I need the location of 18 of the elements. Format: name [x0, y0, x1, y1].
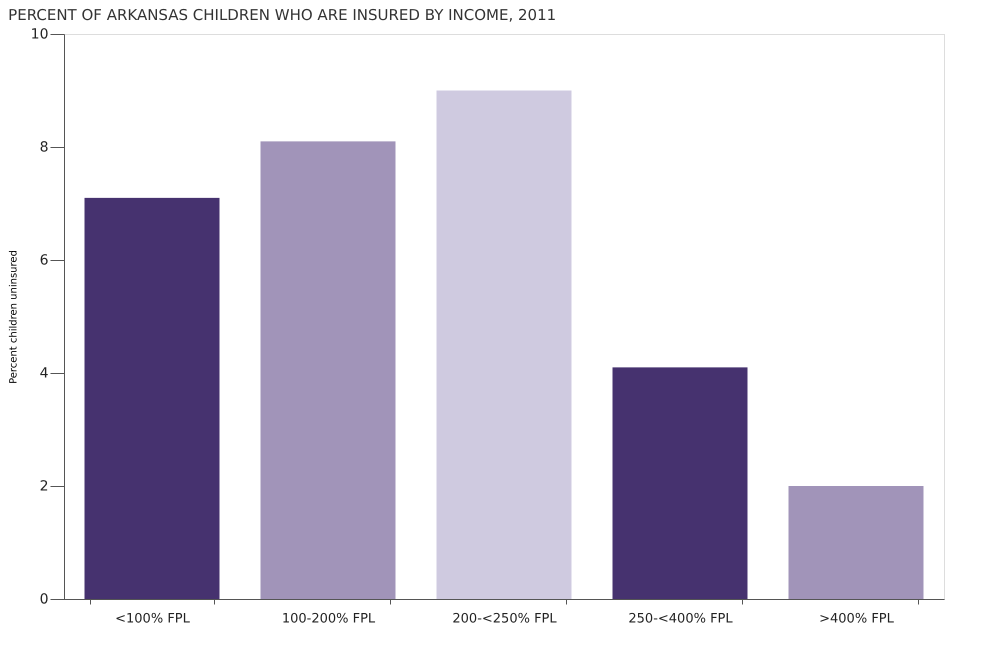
y-tick-label: 8 — [40, 140, 48, 156]
y-tick-label: 4 — [40, 366, 49, 382]
bar — [84, 198, 220, 599]
bar — [260, 141, 396, 599]
y-tick-label: 0 — [40, 592, 48, 608]
chart-title: PERCENT OF ARKANSAS CHILDREN WHO ARE INSURED BY INCOME, 2011 — [8, 6, 556, 24]
y-tick-label: 6 — [40, 252, 49, 268]
y-tick-label: 2 — [40, 478, 48, 494]
bar — [612, 367, 748, 599]
bar — [436, 90, 572, 599]
y-axis-title: Percent children uninsured — [8, 250, 20, 384]
x-tick-label: >400% FPL — [819, 612, 895, 626]
x-tick-label: <100% FPL — [115, 612, 191, 626]
x-tick-label: 250-<400% FPL — [628, 612, 734, 626]
bar — [788, 486, 924, 599]
x-tick-label: 200-<250% FPL — [452, 612, 558, 626]
y-tick-label: 10 — [30, 26, 48, 42]
x-tick-label: 100-200% FPL — [282, 612, 376, 626]
